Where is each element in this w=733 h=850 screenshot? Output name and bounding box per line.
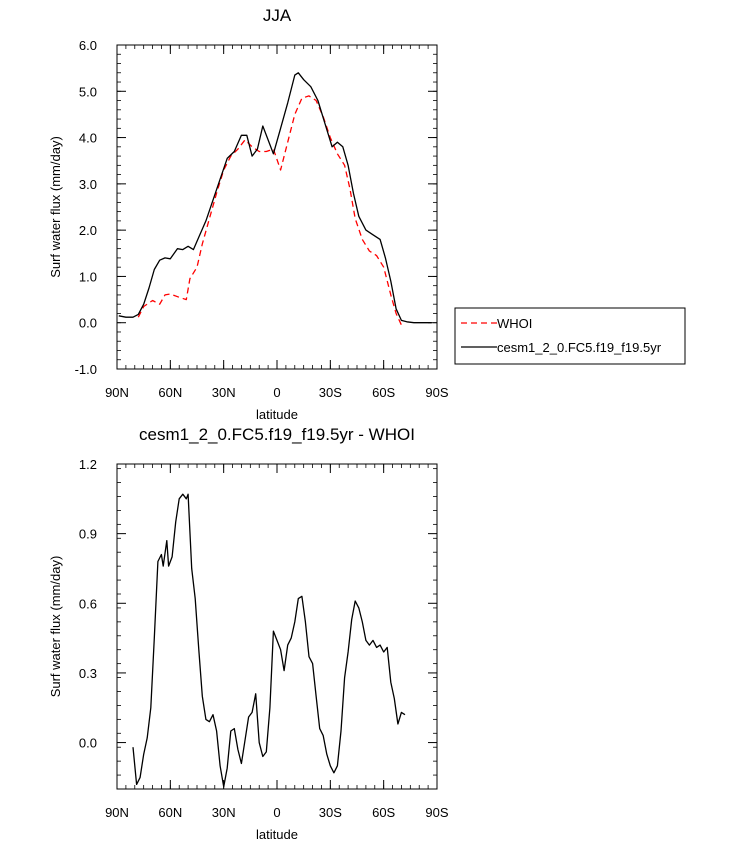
x-tick-label: 90N [105,805,129,820]
y-tick-label: 0.9 [79,527,97,542]
x-tick-label: 60N [158,385,182,400]
y-tick-label: 1.0 [79,269,97,284]
x-tick-label: 90S [425,385,448,400]
difference-line [132,493,406,788]
x-tick-label: 30S [319,385,342,400]
chart-2: 90N 60N 30N 0 30S 60S 90S 0.0 0.3 0.6 0.9 1.2 cesm1_… [48,425,449,842]
y-tick-label: 0.0 [79,316,97,331]
x-tick-label: 60S [372,805,395,820]
y-tick-label: 6.0 [79,38,97,53]
series-line-whoi [137,95,402,326]
y-tick-label: 0.6 [79,596,97,611]
x-tick-label: 90S [425,805,448,820]
x-axis-label: latitude [256,827,298,842]
y-tick-label: 4.0 [79,131,97,146]
x-tick-label: 0 [273,805,280,820]
x-axis-label: latitude [256,407,298,422]
chart-title: cesm1_2_0.FC5.f19_f19.5yr - WHOI [139,425,415,444]
legend: WHOI cesm1_2_0.FC5.f19_f19.5yr [454,307,686,365]
x-tick-label: 90N [105,385,129,400]
y-tick-label: -1.0 [75,362,97,377]
legend-label: cesm1_2_0.FC5.f19_f19.5yr [497,340,662,355]
y-tick-label: 5.0 [79,84,97,99]
x-tick-label: 60N [158,805,182,820]
plot-frame [116,44,438,370]
legend-label: WHOI [497,316,532,331]
series-line-cesm1-2-0-fc5-f19-f19-5yr [118,72,432,324]
chart-1: 90N 60N 30N 0 30S 60S 90S -1.0 0.0 1.0 2.0 3.0 4.0 5.… [48,6,686,422]
legend-box [454,307,686,365]
y-tick-label: 0.0 [79,736,97,751]
x-tick-label: 30N [212,385,236,400]
y-axis-label: Surf water flux (mm/day) [48,556,63,698]
y-tick-label: 1.2 [79,457,97,472]
y-tick-label: 2.0 [79,223,97,238]
plot-frame [116,463,438,790]
x-tick-label: 60S [372,385,395,400]
y-tick-label: 3.0 [79,177,97,192]
x-tick-label: 30N [212,805,236,820]
y-tick-label: 0.3 [79,666,97,681]
chart-title: JJA [263,6,292,25]
x-tick-label: 0 [273,385,280,400]
y-axis-label: Surf water flux (mm/day) [48,136,63,278]
x-tick-label: 30S [319,805,342,820]
